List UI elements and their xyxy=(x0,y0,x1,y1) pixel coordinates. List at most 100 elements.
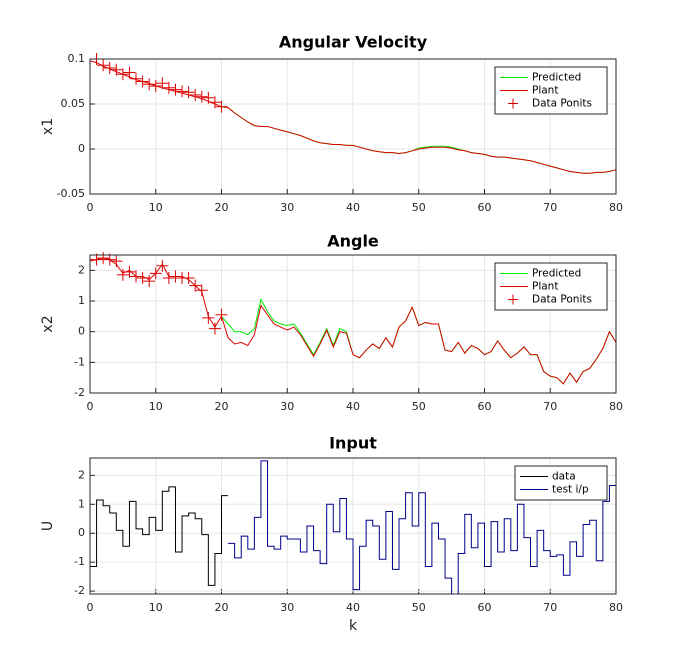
y-tick-label: 1 xyxy=(78,294,85,307)
x-tick-label: 50 xyxy=(412,400,426,413)
data-point xyxy=(90,253,103,266)
data-point xyxy=(156,77,169,90)
y-tick-label: 0 xyxy=(78,325,85,338)
x-tick-label: 60 xyxy=(478,601,492,614)
x-tick-label: 50 xyxy=(412,201,426,214)
x-tick-label: 40 xyxy=(346,201,360,214)
data-point xyxy=(130,72,143,85)
data-point xyxy=(202,91,215,104)
y-tick-label: 0 xyxy=(78,142,85,155)
x-tick-label: 80 xyxy=(609,400,623,413)
x-tick-label: 0 xyxy=(87,201,94,214)
legend-label: Predicted xyxy=(532,268,581,280)
y-axis-label: U xyxy=(40,521,56,531)
data-point xyxy=(162,272,175,284)
x-tick-label: 80 xyxy=(609,601,623,614)
data-point xyxy=(169,270,182,283)
x-tick-label: 50 xyxy=(412,601,426,614)
data-point xyxy=(195,284,208,297)
legend-box xyxy=(494,262,608,311)
legend-box xyxy=(514,465,608,501)
legend-label: Plant xyxy=(532,85,558,97)
x-tick-label: 20 xyxy=(215,601,229,614)
data-point xyxy=(123,265,136,278)
legend-label: Data Ponits xyxy=(532,98,592,110)
data-point xyxy=(123,66,136,79)
x-tick-label: 60 xyxy=(478,400,492,413)
x-tick-label: 60 xyxy=(478,201,492,214)
data-point xyxy=(149,80,162,92)
x-tick-label: 80 xyxy=(609,201,623,214)
x-axis-label: k xyxy=(349,618,358,634)
data-point xyxy=(189,89,202,101)
x-tick-label: 0 xyxy=(87,601,94,614)
data-point xyxy=(97,252,110,265)
y-tick-label: -2 xyxy=(74,386,85,399)
x-tick-label: 10 xyxy=(149,601,163,614)
x-tick-label: 30 xyxy=(280,601,294,614)
data-point xyxy=(143,275,156,288)
x-tick-label: 70 xyxy=(543,601,557,614)
y-tick-label: -1 xyxy=(74,355,85,368)
legend-swatch xyxy=(508,294,518,305)
stairs-line xyxy=(90,486,229,586)
data-point xyxy=(189,279,202,292)
legend-label: test i/p xyxy=(552,484,589,496)
x-tick-label: 40 xyxy=(346,601,360,614)
axes-box xyxy=(89,457,617,595)
data-point xyxy=(149,267,162,280)
y-tick-label: -2 xyxy=(74,584,85,597)
x-tick-label: 70 xyxy=(543,400,557,413)
y-tick-label: 0.1 xyxy=(68,52,86,65)
data-point xyxy=(162,81,175,94)
data-point xyxy=(215,308,228,321)
y-axis-label: x1 xyxy=(40,118,56,135)
y-tick-label: 2 xyxy=(78,263,85,276)
x-tick-label: 10 xyxy=(149,400,163,413)
y-axis-label: x2 xyxy=(40,315,56,332)
stairs-line xyxy=(228,460,617,595)
data-point xyxy=(156,259,169,272)
data-point xyxy=(208,322,221,335)
x-tick-label: 20 xyxy=(215,201,229,214)
chart-title: Angle xyxy=(327,232,379,251)
data-point xyxy=(169,83,182,96)
axes-box xyxy=(89,254,617,394)
data-point xyxy=(136,75,149,88)
data-point xyxy=(110,63,123,76)
y-tick-label: -0.05 xyxy=(57,187,85,200)
x-tick-label: 30 xyxy=(280,201,294,214)
x-tick-label: 70 xyxy=(543,201,557,214)
data-point xyxy=(103,253,116,266)
data-point xyxy=(182,86,195,99)
subplot: 0 10 20 30 40 50 60 70 80 -2 -1 0 1 2 Angle x2 Predicted… xyxy=(40,232,623,414)
x-tick-label: 0 xyxy=(87,400,94,413)
y-tick-label: 0.05 xyxy=(61,97,86,110)
data-point xyxy=(136,272,149,284)
y-tick-label: 0 xyxy=(78,526,85,539)
data-point xyxy=(202,311,215,324)
legend-label: Data Ponits xyxy=(532,294,592,306)
data-point xyxy=(176,85,189,98)
data-point xyxy=(110,255,123,268)
series-line xyxy=(89,60,617,174)
data-point xyxy=(116,268,129,281)
legend-label: Predicted xyxy=(532,72,581,84)
subplot: 0 10 20 30 40 50 60 70 80 -2 -1 0 1 2 Input Uk datatest … xyxy=(40,434,623,635)
data-point xyxy=(195,90,208,103)
legend-label: Plant xyxy=(532,281,558,293)
data-point xyxy=(182,272,195,284)
y-tick-label: 2 xyxy=(78,468,85,481)
data-point xyxy=(215,100,228,113)
data-point xyxy=(97,59,110,72)
legend-label: data xyxy=(552,471,576,483)
data-point xyxy=(130,270,143,283)
y-tick-label: -1 xyxy=(74,555,85,568)
data-point xyxy=(143,78,156,91)
x-tick-label: 40 xyxy=(346,400,360,413)
chart-title: Angular Velocity xyxy=(279,33,428,52)
x-tick-label: 20 xyxy=(215,400,229,413)
